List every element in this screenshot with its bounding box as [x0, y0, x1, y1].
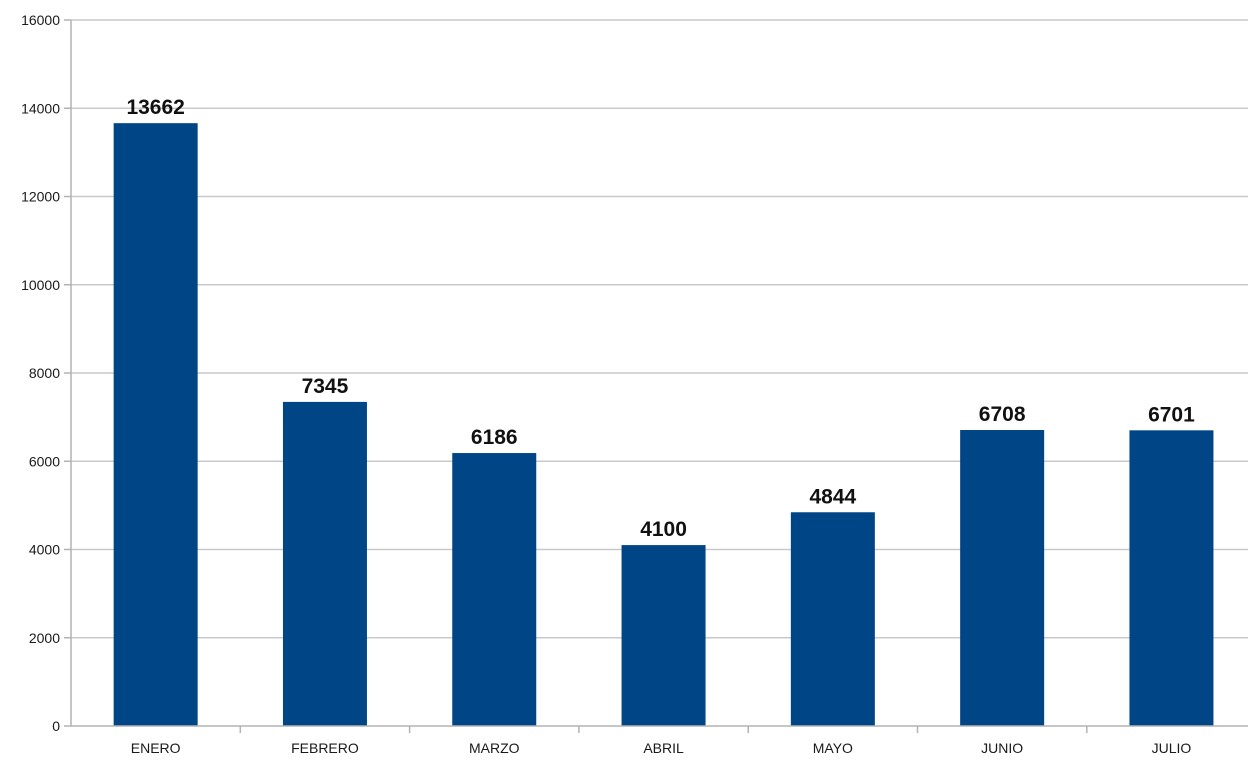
bar	[113, 123, 198, 727]
data-label: 13662	[126, 96, 184, 119]
x-tick-label: JULIO	[1152, 740, 1192, 756]
y-tick-label: 8000	[29, 365, 60, 381]
gridlines	[71, 19, 1248, 639]
y-tick-label: 4000	[29, 542, 60, 558]
x-tick-label: MAYO	[813, 740, 853, 756]
data-label: 4100	[640, 518, 687, 541]
x-tick-label: ENERO	[131, 740, 181, 756]
y-tick-label: 14000	[21, 100, 60, 116]
bar	[282, 401, 367, 726]
data-label: 7345	[302, 375, 349, 398]
x-tick-label: MARZO	[469, 740, 520, 756]
bar	[452, 453, 537, 726]
bar	[960, 430, 1045, 726]
data-label: 6186	[471, 426, 518, 449]
y-tick-label: 16000	[21, 12, 60, 28]
data-label: 6701	[1148, 403, 1195, 426]
data-label: 4844	[809, 485, 856, 508]
bar	[621, 545, 706, 726]
y-tick-label: 2000	[29, 630, 60, 646]
bar	[1129, 430, 1214, 726]
y-tick-label: 12000	[21, 189, 60, 205]
y-tick-label: 0	[52, 718, 60, 734]
x-tick-label: ABRIL	[643, 740, 684, 756]
axes	[64, 19, 1248, 733]
labels: 0 2000 4000 6000 8000 10000 12000 14000 16000 ENE…	[21, 12, 1195, 756]
bar	[790, 512, 875, 726]
x-tick-label: JUNIO	[981, 740, 1023, 756]
y-tick-label: 6000	[29, 453, 60, 469]
bars	[113, 123, 1214, 727]
data-label: 6708	[979, 403, 1026, 426]
x-tick-label: FEBRERO	[291, 740, 359, 756]
y-tick-label: 10000	[21, 277, 60, 293]
